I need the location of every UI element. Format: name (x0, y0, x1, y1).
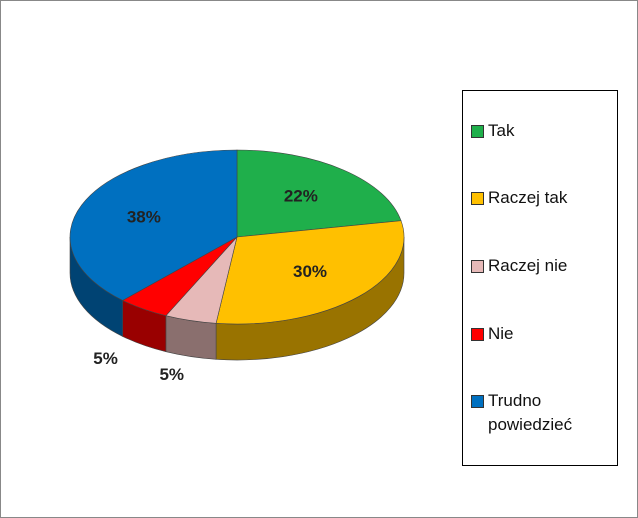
legend: Tak Raczej tak Raczej nie Nie Trudno powiedz… (462, 90, 618, 466)
data-label: 30% (293, 262, 327, 281)
legend-swatch (471, 192, 484, 206)
legend-item: Nie (471, 322, 617, 346)
data-label: 5% (159, 365, 184, 384)
legend-swatch (471, 395, 484, 409)
data-label: 38% (127, 207, 161, 226)
legend-swatch (471, 124, 484, 138)
legend-item: Raczej tak (471, 186, 617, 210)
legend-label: Trudno powiedzieć (488, 391, 573, 435)
slice (69, 149, 238, 301)
slice (215, 220, 405, 325)
legend-label: Raczej tak (488, 188, 568, 208)
legend-label: Tak (488, 120, 515, 140)
legend-item: Trudno powiedzieć (471, 389, 617, 437)
slice (236, 149, 402, 238)
data-label: 5% (93, 349, 118, 368)
legend-item: Raczej nie (471, 254, 617, 278)
legend-label: Raczej nie (488, 255, 568, 275)
data-label: 22% (284, 186, 318, 205)
legend-label: Nie (488, 323, 514, 343)
legend-item: Tak (471, 119, 617, 143)
legend-swatch (471, 327, 484, 341)
legend-swatch (471, 259, 484, 273)
